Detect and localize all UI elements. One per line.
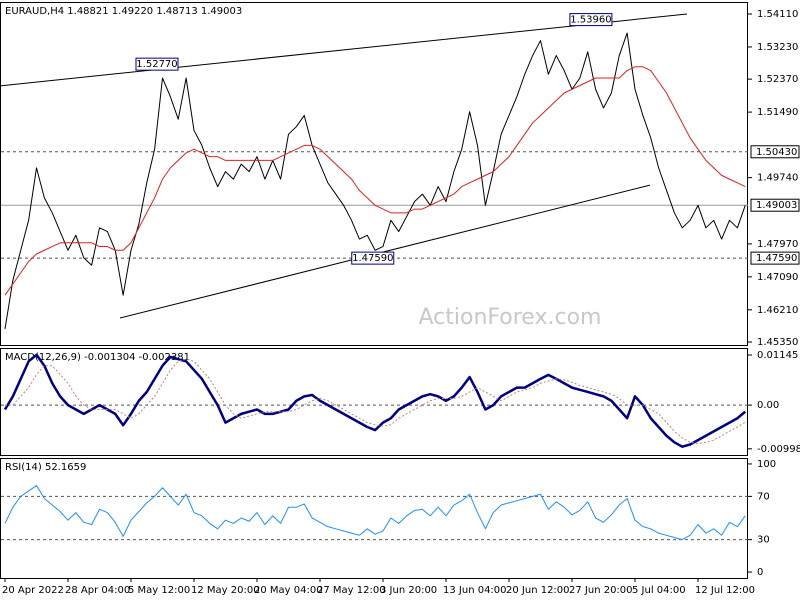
watermark: ActionForex.com [419, 305, 602, 330]
level-label: 1.47590 [756, 253, 797, 264]
annotation-box [135, 57, 179, 71]
level-label: 1.49003 [756, 200, 797, 211]
y-tick-label: 0.00 [757, 400, 779, 411]
y-tick-label: 30 [757, 535, 770, 546]
y-tick-label: 70 [757, 491, 770, 502]
y-tick-label: -0.009985 [757, 444, 800, 455]
x-tick-label: 28 Apr 04:00 [65, 585, 130, 596]
x-tick-label: 20 Apr 2022 [2, 585, 64, 596]
x-tick-label: 13 Jun 04:00 [443, 585, 507, 596]
y-tick-label: 1.47970 [757, 239, 798, 250]
panel-title: MACD(12,26,9) -0.001304 -0.002381 [5, 352, 190, 363]
y-tick-label: 1.47090 [757, 272, 798, 283]
annotation-box [351, 251, 395, 265]
y-tick-label: 1.46210 [757, 305, 798, 316]
series-line [5, 358, 746, 445]
x-tick-label: 27 Jun 20:00 [569, 585, 633, 596]
y-tick-label: 0 [757, 567, 763, 578]
series-line [4, 66, 746, 296]
x-tick-label: 20 May 04:00 [254, 585, 323, 596]
y-tick-label: 100 [757, 459, 776, 470]
y-tick-label: 1.52370 [757, 74, 798, 85]
x-tick-label: 5 Jul 04:00 [632, 585, 686, 596]
x-tick-label: 27 May 12:00 [317, 585, 386, 596]
annotation-label: 1.52770 [136, 59, 177, 70]
y-tick-label: 0.01145 [757, 350, 798, 361]
x-tick-label: 3 Jun 20:00 [380, 585, 437, 596]
series-line [4, 32, 746, 329]
level-label-box [750, 145, 800, 159]
y-tick-label: 1.54110 [757, 9, 798, 20]
panel-title: RSI(14) 52.1659 [5, 462, 86, 473]
level-label-box [750, 198, 800, 212]
x-tick-label: 12 Jul 12:00 [695, 585, 755, 596]
level-label-box [750, 251, 800, 265]
level-label: 1.50430 [756, 147, 797, 158]
x-tick-label: 20 Jun 12:00 [506, 585, 570, 596]
y-tick-label: 1.51490 [757, 107, 798, 118]
macd-panel [0, 348, 748, 456]
annotation-label: 1.53960 [570, 15, 611, 26]
y-tick-label: 1.45350 [757, 337, 798, 348]
price-panel [0, 2, 748, 346]
y-tick-label: 1.49740 [757, 173, 798, 184]
x-tick-label: 5 May 12:00 [128, 585, 190, 596]
annotation-label: 1.47590 [352, 253, 393, 264]
x-tick-label: 12 May 20:00 [191, 585, 260, 596]
panel-title: EURAUD,H4 1.48821 1.49220 1.48713 1.4900… [5, 6, 242, 17]
rsi-panel [0, 458, 748, 579]
y-tick-label: 1.53230 [757, 42, 798, 53]
trend-line [119, 184, 651, 319]
series-line [4, 485, 746, 541]
annotation-box [569, 13, 613, 27]
series-line [3, 353, 747, 448]
